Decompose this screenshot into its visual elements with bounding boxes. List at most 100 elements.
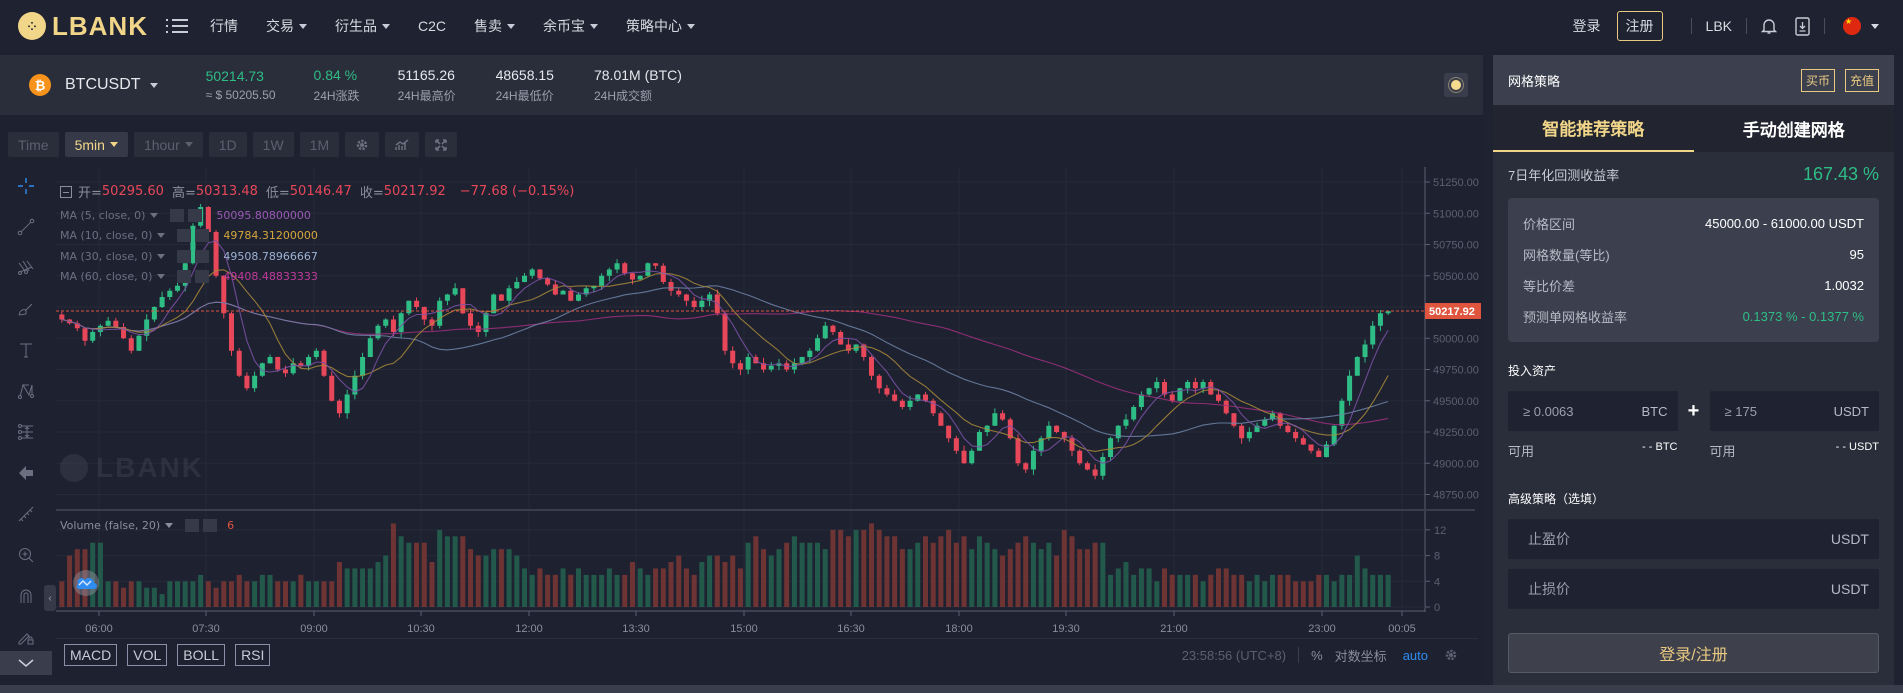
ma5-legend[interactable]: MA (5, close, 0) 50095.80800000 <box>60 209 311 222</box>
chart-settings-button[interactable] <box>345 132 380 157</box>
interval-1w[interactable]: 1W <box>252 132 294 157</box>
text-tool[interactable] <box>0 329 52 370</box>
nav-item-sell[interactable]: 售卖 <box>474 16 516 36</box>
svg-text:8: 8 <box>1434 551 1440 563</box>
crosshair-tool[interactable] <box>0 165 52 206</box>
lbk-link[interactable]: LBK <box>1705 18 1732 34</box>
tab-manual-grid[interactable]: 手动创建网格 <box>1742 121 1845 140</box>
svg-text:50500.00: 50500.00 <box>1433 271 1479 283</box>
tab-smart-strategy[interactable]: 智能推荐策略 <box>1493 105 1694 152</box>
ruler-tool[interactable] <box>0 493 52 534</box>
volume-settings-icon[interactable] <box>185 519 200 532</box>
measure-tool[interactable] <box>0 411 52 452</box>
bell-icon[interactable] <box>1761 17 1777 35</box>
collapse-legend-icon[interactable] <box>60 185 72 198</box>
ma-settings-icon[interactable] <box>177 229 192 242</box>
ma-settings-icon[interactable] <box>177 250 192 263</box>
change-value: 0.84 % <box>313 66 358 83</box>
interval-1m[interactable]: 1M <box>299 132 340 157</box>
auto-scale-toggle[interactable]: auto <box>1402 647 1428 663</box>
logo[interactable]: ⁘ LBANK <box>18 11 148 42</box>
param-key: 价格区间 <box>1523 217 1576 232</box>
collapse-tools-button[interactable] <box>0 651 52 675</box>
panel-title: 网格策略 <box>1508 73 1561 89</box>
svg-text:51000.00: 51000.00 <box>1433 208 1479 220</box>
trendline-tool[interactable] <box>0 206 52 247</box>
interval-time[interactable]: Time <box>8 132 59 157</box>
ma-label: MA (10, close, 0) <box>60 229 153 242</box>
btc-amount-input[interactable]: ≥ 0.0063 BTC <box>1508 391 1678 431</box>
buy-crypto-button[interactable]: 买币 <box>1800 68 1835 92</box>
ma-close-icon[interactable] <box>195 229 210 242</box>
indicator-boll[interactable]: BOLL <box>177 643 226 666</box>
percent-scale-toggle[interactable]: % <box>1311 647 1323 663</box>
ma-label: MA (30, close, 0) <box>60 250 153 263</box>
btc-unit: BTC <box>1641 403 1668 419</box>
candlestick-chart[interactable]: 51250.0051000.0050750.0050500.0050250.00… <box>0 0 1483 640</box>
svg-text:51250.00: 51250.00 <box>1433 177 1479 189</box>
indicator-macd[interactable]: MACD <box>64 643 118 666</box>
collapse-left-handle[interactable]: ‹ <box>44 585 56 611</box>
deposit-button[interactable]: 充值 <box>1844 68 1879 92</box>
top-nav: ⁘ LBANK 行情 交易 衍生品 C2C 售卖 余币宝 策略中心 登录 注册 … <box>0 0 1903 52</box>
nav-item-derivatives[interactable]: 衍生品 <box>335 16 390 36</box>
ma30-legend[interactable]: MA (30, close, 0) 49508.78966667 <box>60 250 318 263</box>
pair-selector[interactable]: BTCUSDT <box>65 76 158 94</box>
stop-loss-input[interactable]: 止损价 USDT <box>1508 569 1879 609</box>
download-icon[interactable] <box>1795 16 1810 36</box>
interval-1hour[interactable]: 1hour <box>133 132 203 157</box>
gear-icon[interactable] <box>1444 648 1458 662</box>
indicators-button[interactable] <box>385 132 420 157</box>
zoom-tool[interactable] <box>0 534 52 575</box>
pencil-lock-icon <box>18 632 34 644</box>
ma60-legend[interactable]: MA (60, close, 0) 49408.48833333 <box>60 270 318 283</box>
remove-drawings-tool[interactable] <box>0 452 52 493</box>
fib-tool[interactable] <box>0 247 52 288</box>
ma10-legend[interactable]: MA (10, close, 0) 49784.31200000 <box>60 229 318 242</box>
fullscreen-button[interactable] <box>425 132 458 157</box>
interval-1d[interactable]: 1D <box>208 132 247 157</box>
ma-settings-icon[interactable] <box>170 209 185 222</box>
magnet-tool[interactable] <box>0 575 52 616</box>
lock-drawings-tool[interactable] <box>0 616 52 657</box>
login-register-button[interactable]: 登录/注册 <box>1508 633 1879 673</box>
available-balances: 可用 - - BTC 可用 - - USDT <box>1493 441 1894 460</box>
volume-close-icon[interactable] <box>203 519 218 532</box>
take-profit-input[interactable]: 止盈价 USDT <box>1508 519 1879 559</box>
btc-placeholder: ≥ 0.0063 <box>1523 403 1574 419</box>
ma-settings-icon[interactable] <box>177 270 192 283</box>
login-link[interactable]: 登录 <box>1572 18 1601 34</box>
brush-tool[interactable] <box>0 288 52 329</box>
nav-item-market[interactable]: 行情 <box>210 16 238 36</box>
indicator-vol[interactable]: VOL <box>127 643 168 666</box>
caret-down-icon <box>157 254 166 259</box>
pitchfork-icon <box>18 260 34 275</box>
svg-text:48750.00: 48750.00 <box>1433 490 1479 502</box>
ma-close-icon[interactable] <box>188 209 203 222</box>
menu-icon[interactable] <box>166 18 188 34</box>
nav-item-trade[interactable]: 交易 <box>266 16 307 36</box>
indicator-rsi[interactable]: RSI <box>235 643 271 666</box>
pattern-tool[interactable] <box>0 370 52 411</box>
theme-toggle-sun-icon[interactable] <box>1444 73 1468 97</box>
available-btc: 可用 - - BTC <box>1508 441 1678 460</box>
interval-5min[interactable]: 5min <box>64 132 128 157</box>
volume-value: 6 <box>227 519 235 532</box>
nav-item-strategy-center[interactable]: 策略中心 <box>626 16 696 36</box>
register-button[interactable]: 注册 <box>1616 11 1663 41</box>
floating-assistant-button[interactable] <box>73 570 99 596</box>
volume-legend[interactable]: Volume (false, 20) 6 <box>60 519 234 532</box>
usdt-amount-input[interactable]: ≥ 175 USDT <box>1709 391 1879 431</box>
nav-item-savings[interactable]: 余币宝 <box>543 16 599 36</box>
log-scale-toggle[interactable]: 对数坐标 <box>1334 648 1387 664</box>
china-flag-icon[interactable] <box>1843 17 1861 35</box>
language-caret-icon[interactable] <box>1871 23 1879 29</box>
strategy-tabs: 智能推荐策略 手动创建网格 <box>1493 105 1894 152</box>
ma-close-icon[interactable] <box>195 270 210 283</box>
caret-down-icon <box>165 523 174 528</box>
volume-value: 78.01M (BTC) <box>593 66 682 83</box>
drawing-tools <box>0 165 52 657</box>
nav-right: 登录 注册 LBK <box>1573 0 1903 52</box>
nav-item-c2c[interactable]: C2C <box>418 16 446 36</box>
ma-close-icon[interactable] <box>195 250 210 263</box>
